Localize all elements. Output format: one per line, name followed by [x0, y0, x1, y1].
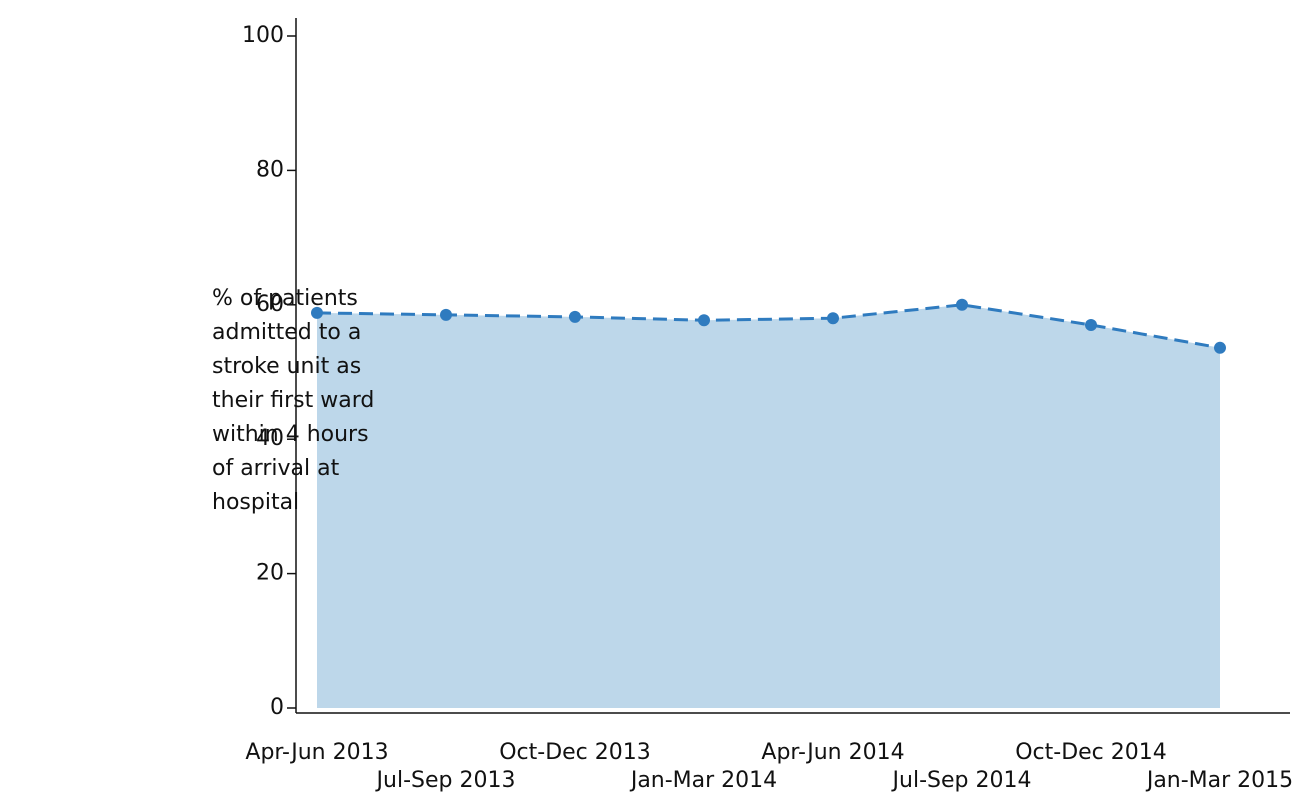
y-label-line: their first ward	[212, 388, 375, 413]
y-tick-label: 0	[270, 695, 284, 720]
x-tick-label: Jan-Mar 2014	[629, 768, 777, 793]
marker	[1085, 318, 1097, 331]
x-tick-label: Apr-Jun 2014	[761, 740, 904, 765]
y-tick-label: 80	[256, 157, 284, 182]
x-tick-label: Apr-Jun 2013	[245, 740, 388, 765]
marker	[1214, 341, 1226, 354]
y-tick-label: 20	[256, 561, 284, 586]
line	[316, 303, 1221, 350]
marker	[827, 312, 839, 325]
y-label-line: admitted to a	[212, 320, 362, 345]
y-tick-label: 40	[256, 426, 284, 451]
marker	[956, 298, 968, 311]
x-tick-label: Oct-Dec 2013	[499, 740, 651, 765]
y-label-line: % of patients	[212, 286, 358, 311]
y-label-line: of arrival at	[212, 456, 340, 481]
x-tick-label: Jul-Sep 2014	[891, 768, 1032, 793]
x-tick-label: Jul-Sep 2013	[375, 768, 516, 793]
y-label-line: within 4 hours	[212, 422, 369, 447]
y-axis-label: % of patients admitted to a stroke unit as…	[212, 282, 374, 520]
marker	[569, 310, 581, 323]
marker	[311, 306, 323, 319]
y-tick-label: 100	[242, 23, 284, 48]
marker	[440, 308, 452, 321]
marker	[698, 314, 710, 327]
area	[317, 304, 1220, 708]
x-tick-label: Jan-Mar 2015	[1145, 768, 1293, 793]
y-label-line: stroke unit as	[212, 354, 362, 379]
y-tick-label: 60	[256, 292, 284, 317]
x-tick-label: Oct-Dec 2014	[1015, 740, 1167, 765]
y-label-line: hospital	[212, 490, 300, 515]
